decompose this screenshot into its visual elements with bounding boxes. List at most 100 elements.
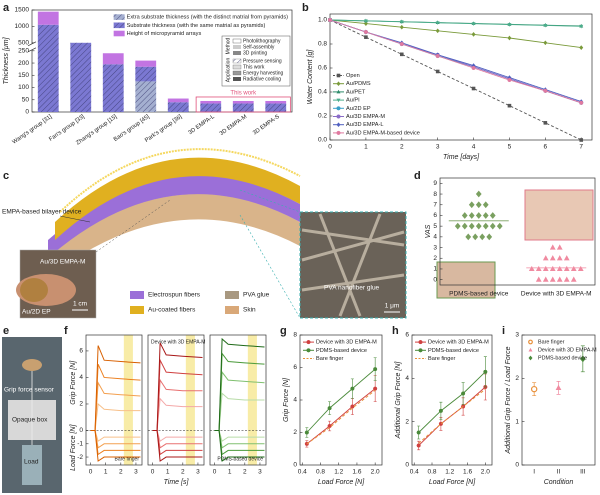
y-tick-label: 0 bbox=[79, 427, 83, 434]
x-tick-label: 2 bbox=[119, 469, 123, 476]
y-tick-label: 9 bbox=[433, 180, 437, 187]
marker bbox=[327, 406, 332, 411]
x-tick-label: 1 bbox=[166, 469, 170, 476]
x-tick-label: PDMS-based device bbox=[449, 291, 509, 298]
panel-letter: c bbox=[3, 170, 9, 182]
marker bbox=[363, 21, 368, 26]
marker bbox=[416, 443, 421, 448]
x-tick-label: 3 bbox=[134, 469, 138, 476]
load bbox=[22, 445, 42, 485]
y-tick-label: 7 bbox=[433, 201, 437, 208]
gold-layer bbox=[55, 157, 300, 240]
marker bbox=[435, 28, 440, 34]
application-swatch bbox=[233, 77, 241, 81]
marker bbox=[435, 69, 440, 74]
zoom-line bbox=[95, 199, 171, 253]
x-tick-label: 1 bbox=[104, 469, 108, 476]
marker bbox=[482, 212, 489, 219]
fiber bbox=[318, 213, 362, 317]
legend-marker bbox=[528, 355, 533, 361]
marker bbox=[549, 276, 556, 282]
series-line bbox=[152, 358, 203, 432]
bar-hatch bbox=[265, 103, 287, 112]
series-line bbox=[214, 430, 265, 462]
legend-label: PDMS-based device bbox=[316, 348, 367, 354]
x-tick-label: 3D EMPA-S bbox=[252, 114, 281, 137]
method-item: 3D printing bbox=[243, 50, 267, 56]
marker bbox=[570, 265, 577, 272]
marker bbox=[471, 22, 476, 26]
scale-label: 1 cm bbox=[73, 301, 87, 308]
marker bbox=[327, 17, 333, 23]
marker bbox=[461, 222, 468, 230]
marker bbox=[435, 53, 440, 59]
legend-marker bbox=[528, 339, 533, 345]
series-line bbox=[214, 352, 265, 432]
marker bbox=[563, 276, 570, 282]
x-tick-label: 2.0 bbox=[371, 469, 380, 476]
marker bbox=[472, 233, 479, 241]
annotation: Device with 3D EMPA-M bbox=[151, 339, 205, 345]
legend-label: Au/3D EMPA-M bbox=[346, 114, 385, 120]
panel-letter: d bbox=[414, 170, 421, 182]
photo-label: Load bbox=[24, 459, 39, 466]
fiber bbox=[338, 213, 382, 317]
x-tick-label: 1.2 bbox=[445, 469, 454, 476]
marker bbox=[363, 19, 368, 24]
marker bbox=[543, 40, 548, 46]
series-line bbox=[214, 430, 265, 442]
marker bbox=[486, 233, 493, 241]
method-swatch bbox=[233, 51, 241, 55]
series-line bbox=[90, 363, 141, 432]
pointer bbox=[59, 215, 91, 223]
y-tick-label: 4 bbox=[293, 397, 297, 404]
legend-label: Electrospun fibers bbox=[148, 292, 201, 299]
marker bbox=[399, 20, 404, 24]
y-axis-label: Additional Grip Force [N] bbox=[395, 361, 402, 440]
series-line bbox=[329, 19, 582, 104]
marker bbox=[543, 23, 548, 28]
legend-label: Au-coated fibers bbox=[148, 307, 196, 314]
sem-scale-label: 1 μm bbox=[385, 303, 400, 310]
x-axis-label: Time [s] bbox=[164, 479, 190, 486]
marker bbox=[465, 233, 472, 241]
marker bbox=[507, 77, 512, 83]
marker bbox=[483, 369, 488, 374]
marker bbox=[350, 404, 355, 409]
bar-segment bbox=[200, 100, 222, 104]
plot-frame bbox=[329, 13, 593, 141]
marker bbox=[438, 408, 443, 413]
y-tick-label: 2 bbox=[293, 429, 297, 436]
legend-marker bbox=[418, 340, 423, 345]
y-tick-label: 6 bbox=[293, 364, 297, 371]
legend-label: PDMS-based device bbox=[428, 348, 479, 354]
fiber-texture bbox=[59, 148, 301, 213]
x-tick-label: 3D EMPA-L bbox=[188, 114, 217, 137]
application-item: Radiative cooling bbox=[243, 76, 281, 82]
y-tick-label: 1 bbox=[433, 266, 437, 273]
legend-label: Au/PDMS bbox=[346, 81, 371, 87]
marker bbox=[363, 29, 368, 35]
marker bbox=[475, 190, 482, 198]
y-tick-label: 5 bbox=[433, 223, 437, 230]
series-line bbox=[90, 430, 141, 456]
marker bbox=[475, 201, 482, 209]
y-tick-label: 0 bbox=[293, 462, 297, 469]
series-line bbox=[329, 19, 582, 27]
legend-swatch bbox=[130, 306, 144, 314]
series-line bbox=[152, 430, 203, 462]
series-line bbox=[418, 388, 486, 444]
legend-label: PDMS-based device bbox=[538, 355, 587, 361]
y-axis-label: Load Force [N] bbox=[70, 424, 77, 471]
sem-fibers bbox=[301, 213, 405, 317]
y-tick-label: 3 bbox=[515, 332, 519, 339]
legend-label: Au/3D EMPA-L bbox=[346, 122, 384, 128]
legend-label: Au/PET bbox=[346, 89, 366, 95]
bar-hatch bbox=[135, 66, 157, 82]
y-axis-label: Grip Force [N] bbox=[70, 360, 77, 405]
y-tick-label: 0 bbox=[25, 109, 29, 116]
panel-letter: g bbox=[280, 325, 287, 337]
fiber-layer bbox=[48, 175, 300, 258]
x-tick-label: III bbox=[580, 469, 586, 476]
x-axis-label: Load Force [N] bbox=[429, 479, 476, 486]
